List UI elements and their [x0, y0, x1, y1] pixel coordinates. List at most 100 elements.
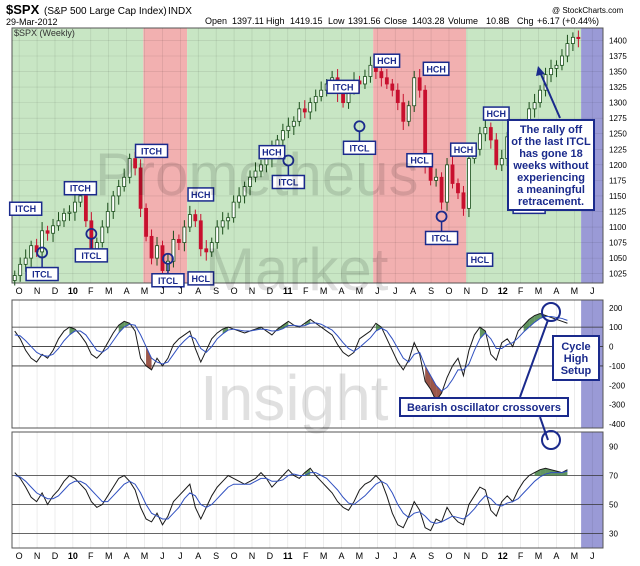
rsi-tick-label: 30	[609, 530, 618, 539]
price-tick-label: 1075	[609, 239, 627, 248]
rsi-panel	[14, 467, 568, 532]
x-tick-label: A	[410, 551, 416, 561]
price-tick-label: 1175	[609, 176, 627, 185]
setup-line: Setup	[561, 365, 592, 377]
phase-band-future-rsi	[581, 432, 603, 548]
x-tick-label: F	[303, 551, 309, 561]
osc-fill-positive	[534, 313, 541, 323]
candle-body	[209, 242, 214, 253]
cycle-high-setup-note: Cycle High Setup	[552, 335, 600, 381]
candle-body	[144, 207, 148, 237]
candle-body	[297, 108, 302, 122]
cycle-label-itch: ITCH	[8, 201, 43, 216]
cycle-label-box	[63, 180, 98, 196]
x-tick-label: N	[464, 286, 471, 296]
x-tick-label: N	[464, 551, 471, 561]
x-tick-label: N	[34, 551, 41, 561]
x-tick-label: O	[231, 286, 238, 296]
x-tick-label: A	[339, 551, 345, 561]
candle-body	[193, 214, 198, 222]
cycle-low-marker	[85, 227, 98, 240]
candle-body	[483, 127, 488, 135]
osc-tick-label: 0	[609, 343, 614, 352]
x-axis-labels: OONNDD1010FFMMAAMMJJJJAASSOONNDD1111FFMM…	[16, 286, 595, 561]
candle-body	[29, 245, 34, 259]
x-tick-label: 12	[498, 551, 508, 561]
cycle-label-text: ITCL	[278, 177, 298, 187]
candle-body	[467, 158, 471, 209]
candle-body	[313, 96, 318, 104]
callout-line: a meaningful	[517, 184, 585, 196]
cycle-label-text: ITCH	[70, 184, 91, 194]
crossover-arrow-upper	[519, 319, 549, 398]
candle-body	[73, 201, 77, 213]
cycle-label-box	[134, 143, 169, 159]
candle-body	[220, 220, 225, 228]
price-tick-label: 1400	[609, 36, 627, 45]
candle-body	[280, 130, 285, 141]
cycle-label-itcl: ITCL	[25, 246, 59, 282]
osc-fill-positive	[523, 319, 530, 332]
x-tick-label: F	[518, 551, 524, 561]
price-tick-label: 1350	[609, 68, 627, 77]
candle-body	[450, 164, 455, 184]
x-tick-label: O	[16, 551, 23, 561]
cycle-label-text: HCH	[377, 56, 397, 66]
cycle-label-text: HCH	[454, 145, 474, 155]
candle-body	[182, 226, 187, 243]
cycle-label-box	[406, 152, 434, 168]
cycle-label-itch: ITCH	[326, 79, 360, 95]
callout-line: experiencing	[517, 172, 585, 184]
candle-body	[62, 212, 66, 222]
y-axis-labels: 1025 1050 1075 1100 1125 1150 1175 1200 1225 1250…	[609, 36, 627, 538]
volume-value: 10.8B	[486, 16, 510, 26]
candle-body	[116, 186, 121, 197]
candle-body	[576, 36, 581, 39]
candle-body	[286, 125, 291, 132]
x-tick-label: M	[356, 286, 364, 296]
osc-tick-label: -300	[609, 401, 626, 410]
x-tick-label: F	[303, 286, 309, 296]
osc-fill-positive	[375, 323, 382, 332]
cycle-low-marker	[353, 120, 366, 133]
x-tick-label: N	[34, 286, 41, 296]
close-label: Close	[384, 16, 407, 26]
cycle-label-box	[373, 53, 401, 68]
cycle-label-text: HCL	[410, 156, 429, 166]
index-name: (S&P 500 Large Cap Index)	[44, 6, 167, 17]
price-tick-label: 1150	[609, 192, 627, 201]
x-tick-label: S	[213, 551, 219, 561]
cycle-label-hch: HCH	[258, 144, 286, 160]
osc-fill-negative	[146, 346, 152, 370]
candle-body	[127, 158, 132, 178]
cycle-label-box	[482, 106, 510, 121]
cycle-low-marker	[282, 154, 295, 167]
x-tick-label: D	[267, 286, 274, 296]
x-tick-label: J	[178, 286, 183, 296]
cycle-label-text: HCH	[487, 109, 507, 119]
candle-body	[83, 195, 88, 222]
candle-body	[171, 239, 176, 262]
candle-body	[291, 120, 296, 127]
panel-frame-3	[11, 431, 604, 549]
x-tick-label: J	[160, 286, 165, 296]
price-tick-label: 1325	[609, 83, 627, 92]
candle-body	[215, 226, 220, 243]
crossover-text: Bearish oscillator crossovers	[407, 402, 561, 414]
low-value: 1391.56	[348, 16, 381, 26]
x-tick-label: 10	[68, 551, 78, 561]
x-tick-label: M	[320, 286, 328, 296]
rsi-fill-overbought	[540, 468, 546, 476]
gridlines	[12, 28, 603, 548]
candle-body	[499, 158, 504, 166]
candle-body	[439, 176, 444, 203]
chart-date: 29-Mar-2012	[6, 17, 58, 27]
x-tick-label: J	[160, 551, 165, 561]
candle-body	[105, 211, 110, 228]
price-tick-label: 1100	[609, 223, 627, 232]
callout-arrow	[539, 71, 561, 119]
cycle-label-text: ITCH	[15, 204, 36, 214]
candle-body	[406, 105, 411, 122]
candle-body	[45, 230, 50, 234]
osc-fill-negative	[430, 375, 437, 401]
